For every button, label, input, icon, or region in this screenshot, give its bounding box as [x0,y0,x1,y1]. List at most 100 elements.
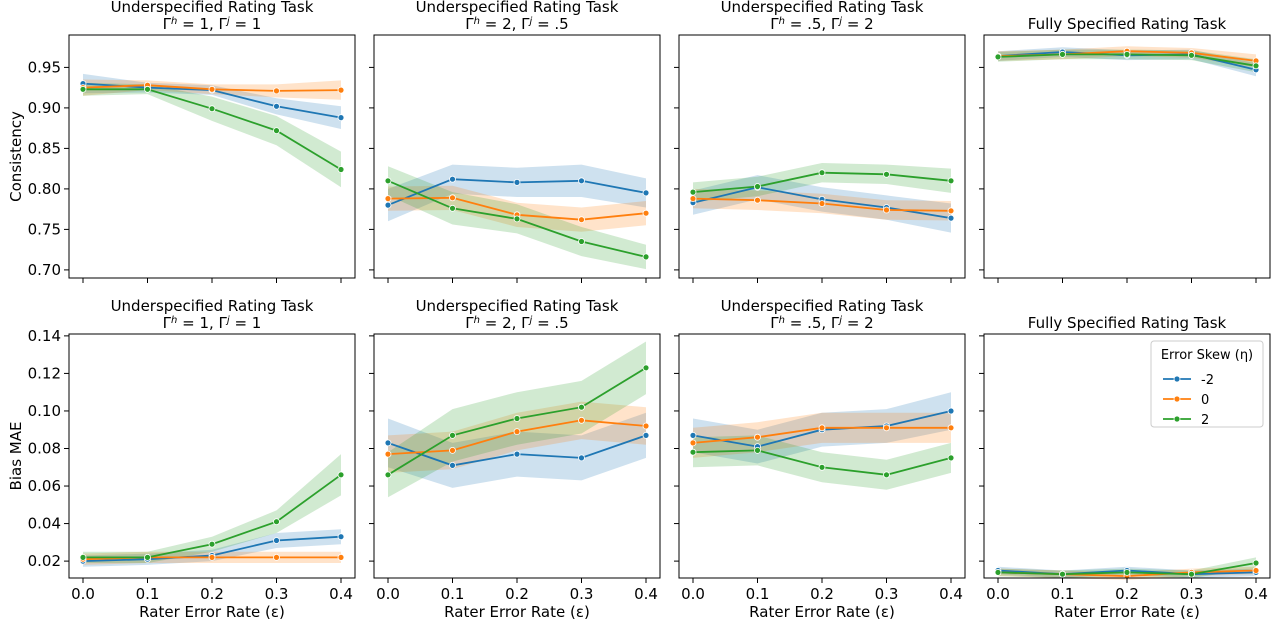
data-point--2 [273,537,280,544]
y-tick-label: 0.04 [28,515,61,533]
data-point-2 [578,403,585,411]
data-point-0 [449,446,456,454]
data-point-2 [578,238,585,245]
data-point--2 [337,533,345,541]
data-point--2 [578,177,585,185]
data-point-2 [994,569,1002,576]
data-point--2 [337,114,345,121]
data-point--2 [689,431,697,439]
data-point-0 [689,439,697,447]
subplot-subtitle: Fully Specified Rating Task [1028,314,1227,332]
legend-entry-label: 0 [1201,393,1209,408]
x-tick-label: 0.1 [746,585,770,603]
subplot-subtitle: Γh = 1, Γj = 1 [163,314,262,332]
data-point-0 [818,424,826,432]
subplot-subtitle: Γh = .5, Γj = 2 [770,15,873,33]
data-point-0 [384,450,392,458]
data-point-2 [689,448,697,456]
x-tick-label: 0.3 [265,585,289,603]
x-tick-label: 0.3 [570,585,594,603]
x-tick-label: 0.2 [505,585,529,603]
x-tick-label: 0.1 [1051,585,1075,603]
data-point-2 [994,53,1002,61]
x-axis-label: Rater Error Rate (ε) [749,603,895,621]
subplot-title: Underspecified Rating Task [721,297,924,315]
y-axis-label: Consistency [7,111,25,202]
x-axis-label: Rater Error Rate (ε) [1054,603,1200,621]
data-point-2 [1252,559,1260,567]
data-point-0 [754,196,761,204]
data-point-2 [273,127,280,135]
legend-swatch-marker [1173,375,1181,383]
confidence-band--2 [388,412,646,488]
x-tick-label: 0.3 [1180,585,1204,603]
x-tick-label: 0.1 [136,585,160,603]
x-axis-label: Rater Error Rate (ε) [139,603,285,621]
x-tick-label: 0.0 [986,585,1010,603]
data-point-2 [513,415,521,422]
y-tick-label: 0.06 [28,477,61,495]
data-point--2 [384,439,392,447]
data-point-2 [947,454,955,462]
subplot-8: 0.0 0.1 0.2 0.3 0.4 Fully Specified Rating Ta… [979,314,1271,621]
data-point--2 [513,450,521,458]
x-tick-label: 0.2 [1115,585,1139,603]
data-point-2 [1252,62,1260,70]
data-point-2 [1059,51,1066,58]
subplot-title: Underspecified Rating Task [416,0,619,16]
plot-frame [983,34,1271,279]
plot-frame [678,34,966,279]
subplot-subtitle: Γh = 2, Γj = .5 [465,15,568,33]
data-point-2 [513,215,521,223]
confidence-band-2 [83,82,341,188]
data-point-0 [208,554,216,561]
data-point-2 [689,188,697,196]
data-point-2 [337,471,345,479]
legend-swatch-marker [1173,415,1181,423]
data-point-0 [513,428,521,436]
data-point-2 [273,518,280,526]
data-point--2 [273,102,280,110]
data-point-2 [449,431,456,439]
y-tick-label: 0.95 [28,58,61,76]
data-point-0 [449,194,456,202]
data-point--2 [642,431,650,439]
data-point--2 [384,201,392,209]
data-point-2 [337,166,345,173]
data-point-2 [208,105,216,113]
data-point--2 [947,407,955,415]
data-point--2 [449,175,456,183]
x-tick-label: 0.2 [200,585,224,603]
data-point-2 [642,253,650,261]
x-tick-label: 0.4 [1244,585,1268,603]
y-tick-label: 0.08 [28,439,61,457]
subplot-6: 0.0 0.1 0.2 0.3 0.4 Underspecified Rating Tas… [369,297,661,621]
x-tick-label: 0.4 [329,585,353,603]
y-tick-label: 0.12 [28,364,61,382]
data-point-2 [384,177,392,185]
y-tick-label: 0.02 [28,552,61,570]
data-point-2 [1188,51,1195,59]
data-point-2 [754,446,761,454]
x-tick-label: 0.1 [441,585,465,603]
data-point-0 [337,86,345,94]
data-point-0 [883,424,890,432]
data-point-0 [337,554,345,561]
legend-box [1150,340,1264,428]
data-point-0 [208,85,216,93]
subplot-title: Underspecified Rating Task [416,297,619,315]
y-tick-label: 0.14 [28,327,61,345]
subplot-title: Underspecified Rating Task [111,297,314,315]
data-point--2 [947,214,955,222]
data-point-2 [1123,569,1131,576]
legend-title: Error Skew (η) [1161,348,1253,363]
data-point-2 [883,170,890,178]
data-point-2 [79,85,87,93]
x-tick-label: 0.3 [875,585,899,603]
data-point-0 [947,424,955,432]
subplot-subtitle: Fully Specified Rating Task [1028,15,1227,33]
data-point-2 [883,471,890,479]
data-point-0 [642,209,650,217]
